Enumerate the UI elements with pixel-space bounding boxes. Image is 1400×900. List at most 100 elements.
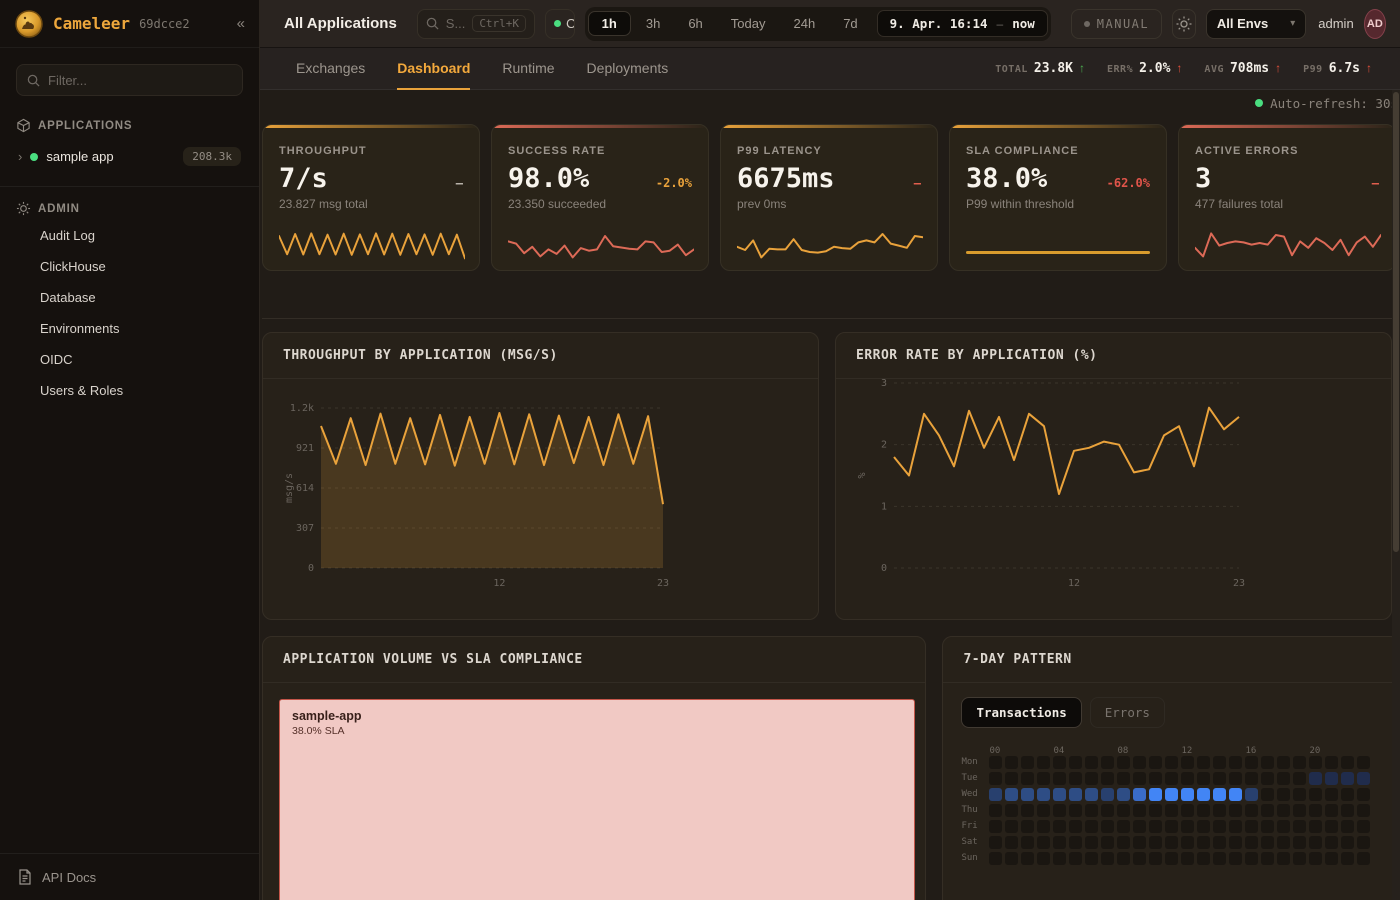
tab-exchanges[interactable]: Exchanges — [296, 59, 366, 76]
heatmap-cell — [1069, 819, 1083, 833]
kpi-label: SUCCESS RATE — [508, 145, 606, 157]
sidebar-item-clickhouse[interactable]: ClickHouse — [40, 259, 106, 274]
kpi-label: P99 LATENCY — [737, 145, 822, 157]
heatmap-day-label: Mon — [961, 757, 978, 767]
heatmap-cell — [1165, 819, 1179, 833]
kpi-card-active-errors: ACTIVE ERRORS 3 – 477 failures total — [1178, 124, 1396, 271]
heatmap-cell — [1181, 787, 1195, 801]
kpi-label: THROUGHPUT — [279, 145, 367, 157]
heatmap-cell — [1245, 771, 1259, 785]
kpi-value: 98.0% — [508, 163, 590, 194]
heatmap-cell — [1021, 851, 1035, 865]
gear-icon — [16, 201, 31, 216]
heatmap-cell — [1005, 835, 1019, 849]
theme-toggle-button[interactable] — [1172, 8, 1196, 39]
heatmap-cell — [1085, 803, 1099, 817]
heatmap-cell — [1053, 755, 1067, 769]
heatmap-cell — [1037, 803, 1051, 817]
kpi-delta: -62.0% — [1106, 176, 1150, 190]
heatmap-cell — [1293, 787, 1307, 801]
tab-dashboard[interactable]: Dashboard — [397, 48, 471, 90]
date-range-picker[interactable]: 9. Apr. 16:14 – now — [876, 10, 1048, 37]
svg-text:1.2k: 1.2k — [290, 403, 314, 414]
treemap-node-sample-app[interactable]: sample-app 38.0% SLA — [279, 699, 915, 900]
dashboard-content: Auto-refresh: 30s THROUGHPUT 7/s – 23.82… — [260, 90, 1400, 900]
manual-refresh-button[interactable]: MANUAL — [1070, 8, 1163, 39]
heatmap-cell — [1245, 803, 1259, 817]
heatmap-cell — [1181, 771, 1195, 785]
heatmap-day-label: Sat — [961, 837, 978, 847]
time-range-3h[interactable]: 3h — [645, 16, 661, 31]
heatmap-cell — [1341, 787, 1355, 801]
heatmap-cell — [1261, 787, 1275, 801]
global-search-input[interactable]: S... Ctrl+K — [416, 8, 536, 39]
search-icon — [426, 17, 439, 30]
api-docs-link[interactable]: API Docs — [0, 853, 259, 900]
kpi-sparkline — [1195, 232, 1381, 258]
sidebar-item-database[interactable]: Database — [40, 290, 96, 305]
sidebar-item-oidc[interactable]: OIDC — [40, 352, 73, 367]
trend-up-icon: ↑ — [1079, 61, 1086, 75]
heatmap-cell — [1165, 835, 1179, 849]
bottom-row: APPLICATION VOLUME VS SLA COMPLIANCE sam… — [262, 636, 1400, 900]
tab-runtime[interactable]: Runtime — [502, 59, 555, 76]
heatmap-cell — [1149, 851, 1163, 865]
heatmap-cell — [1149, 819, 1163, 833]
heatmap-cell — [1357, 803, 1371, 817]
kpi-label: SLA COMPLIANCE — [966, 145, 1079, 157]
app-name: sample app — [46, 149, 114, 164]
kpi-accent-bar — [1179, 125, 1395, 128]
time-range-7d[interactable]: 7d — [843, 16, 858, 31]
time-range-today[interactable]: Today — [730, 16, 766, 31]
panel-title: THROUGHPUT BY APPLICATION (MSG/S) — [263, 333, 818, 379]
heatmap-cell — [1229, 819, 1243, 833]
avatar[interactable]: AD — [1363, 8, 1386, 39]
seven-day-pattern-panel: 7-DAY PATTERN Transactions Errors 00 04 08… — [942, 636, 1400, 900]
toggle-errors[interactable]: Errors — [1089, 697, 1165, 728]
sidebar-filter-input[interactable]: Filter... — [16, 64, 243, 96]
heatmap-cell — [1341, 819, 1355, 833]
sidebar-item-environments[interactable]: Environments — [40, 321, 120, 336]
heatmap-cell — [1341, 771, 1355, 785]
time-range-1h[interactable]: 1h — [587, 11, 631, 36]
heatmap-day-label: Wed — [961, 789, 978, 799]
search-placeholder: S... — [445, 16, 466, 31]
tabbar: Exchanges Dashboard Runtime Deployments … — [260, 48, 1400, 90]
toggle-transactions[interactable]: Transactions — [961, 697, 1082, 728]
api-docs-label: API Docs — [42, 869, 97, 885]
stat-value: 23.8K — [1033, 61, 1074, 76]
heatmap-cell — [1357, 835, 1371, 849]
chevron-right-icon[interactable]: › — [18, 149, 23, 164]
cameleer-logo-icon — [15, 9, 43, 38]
sidebar-collapse-icon[interactable]: « — [236, 15, 245, 32]
heatmap-cell — [1085, 771, 1099, 785]
scrollbar-track[interactable] — [1392, 90, 1400, 900]
heatmap-cell — [989, 787, 1003, 801]
online-status-button[interactable]: O — [545, 8, 575, 39]
heatmap-day-label: Sun — [961, 853, 978, 863]
sidebar-item-users-roles[interactable]: Users & Roles — [40, 383, 124, 398]
app-status-dot — [30, 152, 39, 161]
heatmap-cell — [1357, 819, 1371, 833]
stat-total: TOTAL 23.8K ↑ — [995, 61, 1085, 76]
sidebar-item-sample-app[interactable]: › sample app 208.3k — [8, 141, 251, 172]
heatmap-cell — [1325, 755, 1339, 769]
environment-select[interactable]: All Envs ▾ — [1205, 8, 1307, 39]
tab-deployments[interactable]: Deployments — [586, 59, 669, 76]
stat-label: AVG — [1204, 64, 1224, 75]
sidebar-item-audit-log[interactable]: Audit Log — [40, 228, 95, 243]
heatmap-cell — [1133, 755, 1147, 769]
scrollbar-thumb[interactable] — [1393, 92, 1399, 552]
kpi-sparkline — [508, 235, 694, 259]
heatmap-cell — [1021, 835, 1035, 849]
heatmap-cell — [1005, 771, 1019, 785]
time-range-24h[interactable]: 24h — [793, 16, 816, 31]
time-range-6h[interactable]: 6h — [688, 16, 703, 31]
heatmap-cell — [1133, 851, 1147, 865]
heatmap-cell — [1069, 835, 1083, 849]
date-range-to: now — [1012, 16, 1035, 31]
heatmap-cell — [1165, 755, 1179, 769]
heatmap-row: Sat — [961, 834, 1381, 850]
heatmap-cell — [1261, 819, 1275, 833]
auto-refresh-label: Auto-refresh: 30s — [1270, 95, 1398, 111]
